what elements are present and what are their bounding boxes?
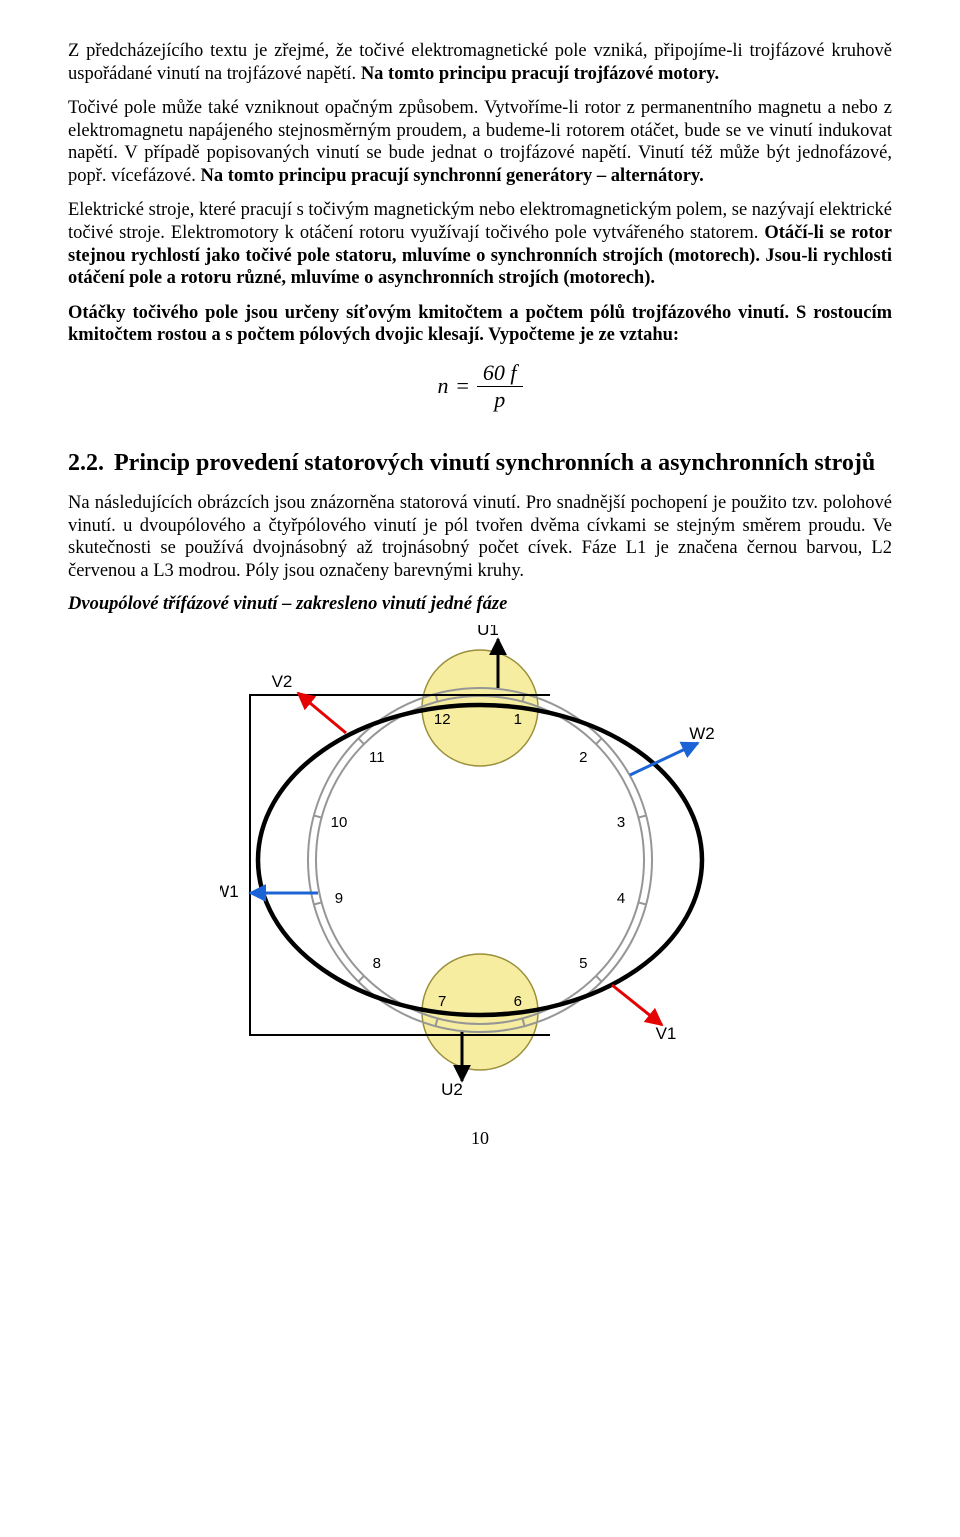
paragraph-5: Na následujících obrázcích jsou znázorně… — [68, 492, 892, 582]
formula-lhs: n — [437, 374, 448, 398]
paragraph-3: Elektrické stroje, které pracují s točiv… — [68, 199, 892, 289]
svg-text:2: 2 — [579, 749, 587, 766]
svg-text:9: 9 — [335, 890, 343, 907]
winding-diagram-svg: 123456789101112U1U2V1V2W1W2 — [220, 625, 740, 1095]
winding-diagram: 123456789101112U1U2V1V2W1W2 — [68, 625, 892, 1100]
svg-text:V2: V2 — [272, 672, 293, 691]
svg-text:V1: V1 — [656, 1024, 677, 1043]
svg-text:6: 6 — [514, 993, 522, 1010]
svg-text:3: 3 — [617, 815, 625, 832]
svg-text:U2: U2 — [441, 1080, 463, 1095]
paragraph-2: Točivé pole může také vzniknout opačným … — [68, 97, 892, 187]
svg-text:5: 5 — [579, 956, 587, 973]
svg-text:10: 10 — [331, 815, 348, 832]
svg-text:7: 7 — [438, 993, 446, 1010]
formula-eq: = — [456, 374, 468, 398]
formula: n = 60 f p — [68, 361, 892, 412]
text-run-bold: Na tomto principu pracují synchronní gen… — [201, 166, 704, 186]
svg-text:W2: W2 — [689, 724, 715, 743]
paragraph-4: Otáčky točivého pole jsou určeny síťovým… — [68, 302, 892, 347]
svg-text:U1: U1 — [477, 625, 499, 639]
svg-text:4: 4 — [617, 890, 625, 907]
svg-text:11: 11 — [369, 749, 385, 766]
formula-denominator: p — [488, 388, 511, 412]
section-title: Princip provedení statorových vinutí syn… — [114, 448, 875, 478]
svg-text:W1: W1 — [220, 882, 239, 901]
svg-text:12: 12 — [434, 711, 451, 728]
page-number: 10 — [68, 1128, 892, 1149]
section-heading: 2.2. Princip provedení statorových vinut… — [68, 448, 892, 478]
svg-text:8: 8 — [373, 956, 381, 973]
text-run-bold: Otáčky točivého pole jsou určeny síťovým… — [68, 303, 892, 346]
paragraph-1: Z předcházejícího textu je zřejmé, že to… — [68, 40, 892, 85]
figure-caption: Dvoupólové třífázové vinutí – zakresleno… — [68, 594, 892, 615]
text-run-bold: Na tomto principu pracují trojfázové mot… — [361, 64, 719, 84]
svg-text:1: 1 — [514, 711, 522, 728]
formula-numerator: 60 f — [477, 361, 523, 385]
section-number: 2.2. — [68, 448, 114, 478]
